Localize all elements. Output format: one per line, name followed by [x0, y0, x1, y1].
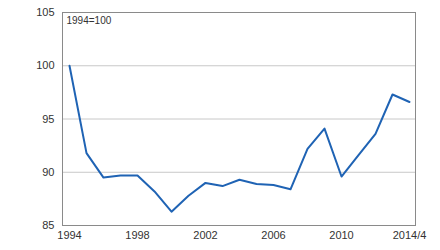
svg-text:2014/4: 2014/4 [393, 229, 427, 241]
svg-text:85: 85 [42, 219, 54, 231]
svg-text:1994: 1994 [57, 229, 81, 241]
svg-text:95: 95 [42, 113, 54, 125]
svg-text:100: 100 [36, 59, 54, 71]
svg-text:105: 105 [36, 6, 54, 18]
svg-text:90: 90 [42, 166, 54, 178]
svg-text:2010: 2010 [329, 229, 353, 241]
svg-text:2002: 2002 [193, 229, 217, 241]
svg-text:2006: 2006 [261, 229, 285, 241]
svg-text:1998: 1998 [125, 229, 149, 241]
svg-text:1994=100: 1994=100 [67, 15, 112, 26]
